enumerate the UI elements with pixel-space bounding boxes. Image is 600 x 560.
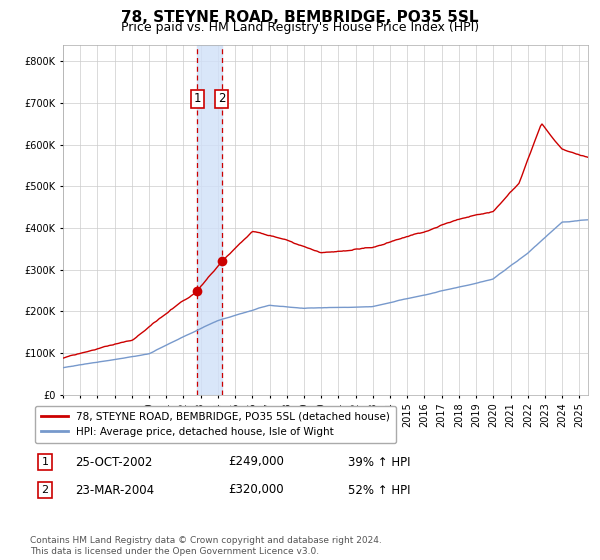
Text: 2: 2 xyxy=(41,485,49,495)
Text: Price paid vs. HM Land Registry's House Price Index (HPI): Price paid vs. HM Land Registry's House … xyxy=(121,21,479,34)
Text: 1: 1 xyxy=(41,457,49,467)
Text: 1: 1 xyxy=(194,92,201,105)
Text: £249,000: £249,000 xyxy=(228,455,284,469)
Text: 25-OCT-2002: 25-OCT-2002 xyxy=(75,455,152,469)
Text: 78, STEYNE ROAD, BEMBRIDGE, PO35 5SL: 78, STEYNE ROAD, BEMBRIDGE, PO35 5SL xyxy=(121,10,479,25)
Text: 52% ↑ HPI: 52% ↑ HPI xyxy=(348,483,410,497)
Bar xyxy=(197,45,222,395)
Text: 23-MAR-2004: 23-MAR-2004 xyxy=(75,483,154,497)
Text: 39% ↑ HPI: 39% ↑ HPI xyxy=(348,455,410,469)
Text: 2: 2 xyxy=(218,92,226,105)
Text: Contains HM Land Registry data © Crown copyright and database right 2024.
This d: Contains HM Land Registry data © Crown c… xyxy=(30,536,382,556)
Legend: 78, STEYNE ROAD, BEMBRIDGE, PO35 5SL (detached house), HPI: Average price, detac: 78, STEYNE ROAD, BEMBRIDGE, PO35 5SL (de… xyxy=(35,405,396,444)
Text: £320,000: £320,000 xyxy=(228,483,284,497)
